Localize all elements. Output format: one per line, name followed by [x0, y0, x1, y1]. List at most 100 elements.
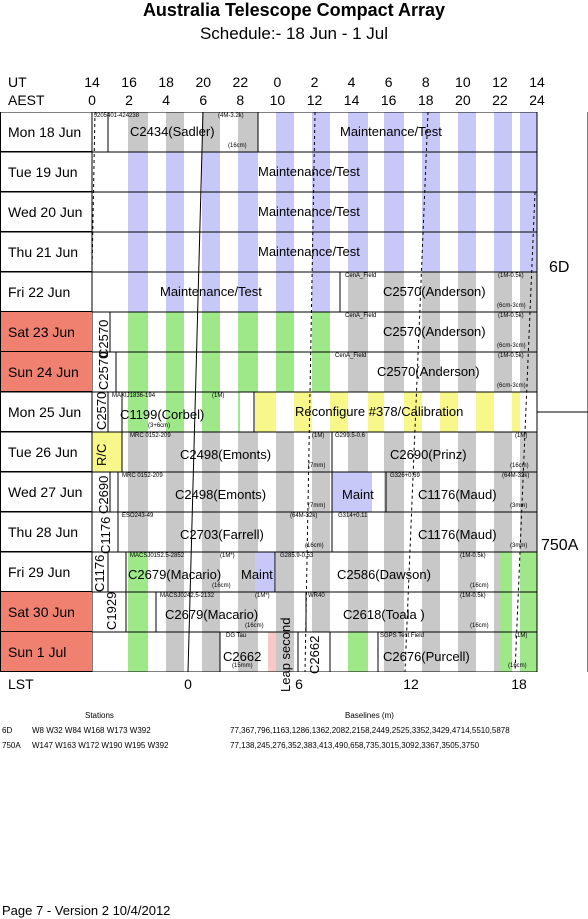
stripe [128, 632, 148, 672]
stripe [458, 192, 476, 232]
stripe [520, 232, 537, 272]
source-label: SGPS Test Field [380, 633, 424, 639]
stripe [166, 472, 184, 512]
stripe [494, 112, 512, 152]
stripe [348, 512, 368, 552]
aest-tick: 22 [492, 92, 508, 108]
config-6d-baselines: 77,367,796,1163,1286,1362,2082,2158,2449… [230, 726, 510, 735]
stripe [202, 552, 220, 592]
config-750a-name: 750A [2, 741, 21, 750]
config-6d-name: 6D [2, 726, 13, 735]
stripe [312, 312, 330, 352]
stripe [348, 392, 368, 432]
stripe [202, 112, 220, 152]
freq-label: (16cm) [245, 623, 264, 629]
freq-label: (16cm) [508, 663, 527, 669]
project-label: Maintenance/Test [258, 244, 360, 259]
stripe [494, 472, 512, 512]
stripe [458, 312, 476, 352]
stripe [494, 272, 512, 312]
project-label: Maintenance/Test [258, 204, 360, 219]
band-label: (1M) [515, 633, 528, 639]
source-label: ESO243-49 [122, 513, 154, 519]
stripe [238, 192, 258, 232]
band-label: (1M-0.5k) [498, 313, 524, 319]
ut-tick: 2 [310, 74, 319, 90]
stripe [276, 432, 294, 472]
stripe [166, 432, 184, 472]
source-label: G299.5-0.6 [335, 433, 366, 439]
project-label-vertical: C2662 [307, 635, 322, 674]
stripe [312, 432, 330, 472]
stripe [238, 112, 258, 152]
source-label: DG Tau [226, 633, 247, 639]
day-label: Sun 24 Jun [0, 352, 92, 392]
project-label: C2676(Purcell) [383, 649, 470, 664]
stripe [384, 552, 404, 592]
stripe [520, 592, 537, 632]
aest-axis-label: AEST [8, 92, 45, 108]
stripe [422, 592, 440, 632]
day-label: Tue 19 Jun [0, 152, 92, 192]
ut-tick: 4 [347, 74, 356, 90]
project-label: Maintenance/Test [160, 284, 262, 299]
stripe [520, 192, 537, 232]
stripe [128, 272, 148, 312]
band-label: (64M-32k) [290, 513, 318, 519]
config-750a-stations: W147 W163 W172 W190 W195 W392 [32, 741, 169, 750]
stripe [384, 272, 404, 312]
stripe [238, 512, 258, 552]
project-label: C1176(Maud) [418, 487, 497, 502]
project-label: Maintenance/Test [340, 124, 442, 139]
stripe [128, 192, 148, 232]
project-label: Maintenance/Test [258, 164, 360, 179]
stripe [276, 112, 294, 152]
schedule-grid [0, 112, 588, 672]
stripe [422, 632, 440, 672]
stripe [128, 472, 148, 512]
lst-tick: 18 [511, 676, 527, 692]
day-label: Sat 30 Jun [0, 592, 92, 632]
maint-block [255, 552, 275, 592]
stripe [128, 232, 148, 272]
stripe [202, 272, 220, 312]
stripe [312, 112, 330, 152]
stripe [458, 112, 476, 152]
project-label: C1176(Maud) [418, 527, 497, 542]
stripe [458, 432, 476, 472]
stripe [348, 312, 368, 352]
ut-tick: 16 [121, 74, 137, 90]
stripe [520, 472, 537, 512]
page-footer: Page 7 - Version 2 10/4/2012 [2, 903, 171, 918]
stripe [312, 192, 330, 232]
stripe [238, 632, 258, 672]
stripe [238, 472, 258, 512]
stripe [520, 512, 537, 552]
aest-tick: 14 [343, 92, 360, 108]
stripe [202, 472, 220, 512]
source-label: G285.9-0.53 [280, 553, 314, 559]
project-label-vertical: C2570 [96, 351, 111, 390]
stripe [500, 592, 512, 632]
project-label: C2434(Sadler) [130, 124, 215, 139]
stripe [458, 232, 476, 272]
aest-tick: 4 [162, 92, 171, 108]
stripe [348, 112, 368, 152]
stripe [128, 552, 148, 592]
ut-tick: 18 [158, 74, 174, 90]
day-label: Thu 21 Jun [0, 232, 92, 272]
stripe [348, 352, 368, 392]
page-subtitle: Schedule:- 18 Jun - 1 Jul [199, 24, 389, 43]
source-label: MACSJ0242.5-2132 [160, 593, 215, 599]
stripe [166, 512, 184, 552]
stripe [276, 152, 294, 192]
aest-tick: 8 [236, 92, 245, 108]
freq-label: (7mm) [308, 503, 326, 509]
stripe [520, 152, 537, 192]
band-label: (1M*) [255, 593, 270, 599]
ut-tick: 12 [492, 74, 508, 90]
project-label-vertical: C1176 [92, 554, 107, 592]
ut-tick: 6 [384, 74, 393, 90]
freq-label: (16cm) [305, 543, 324, 549]
stripe [384, 392, 404, 432]
